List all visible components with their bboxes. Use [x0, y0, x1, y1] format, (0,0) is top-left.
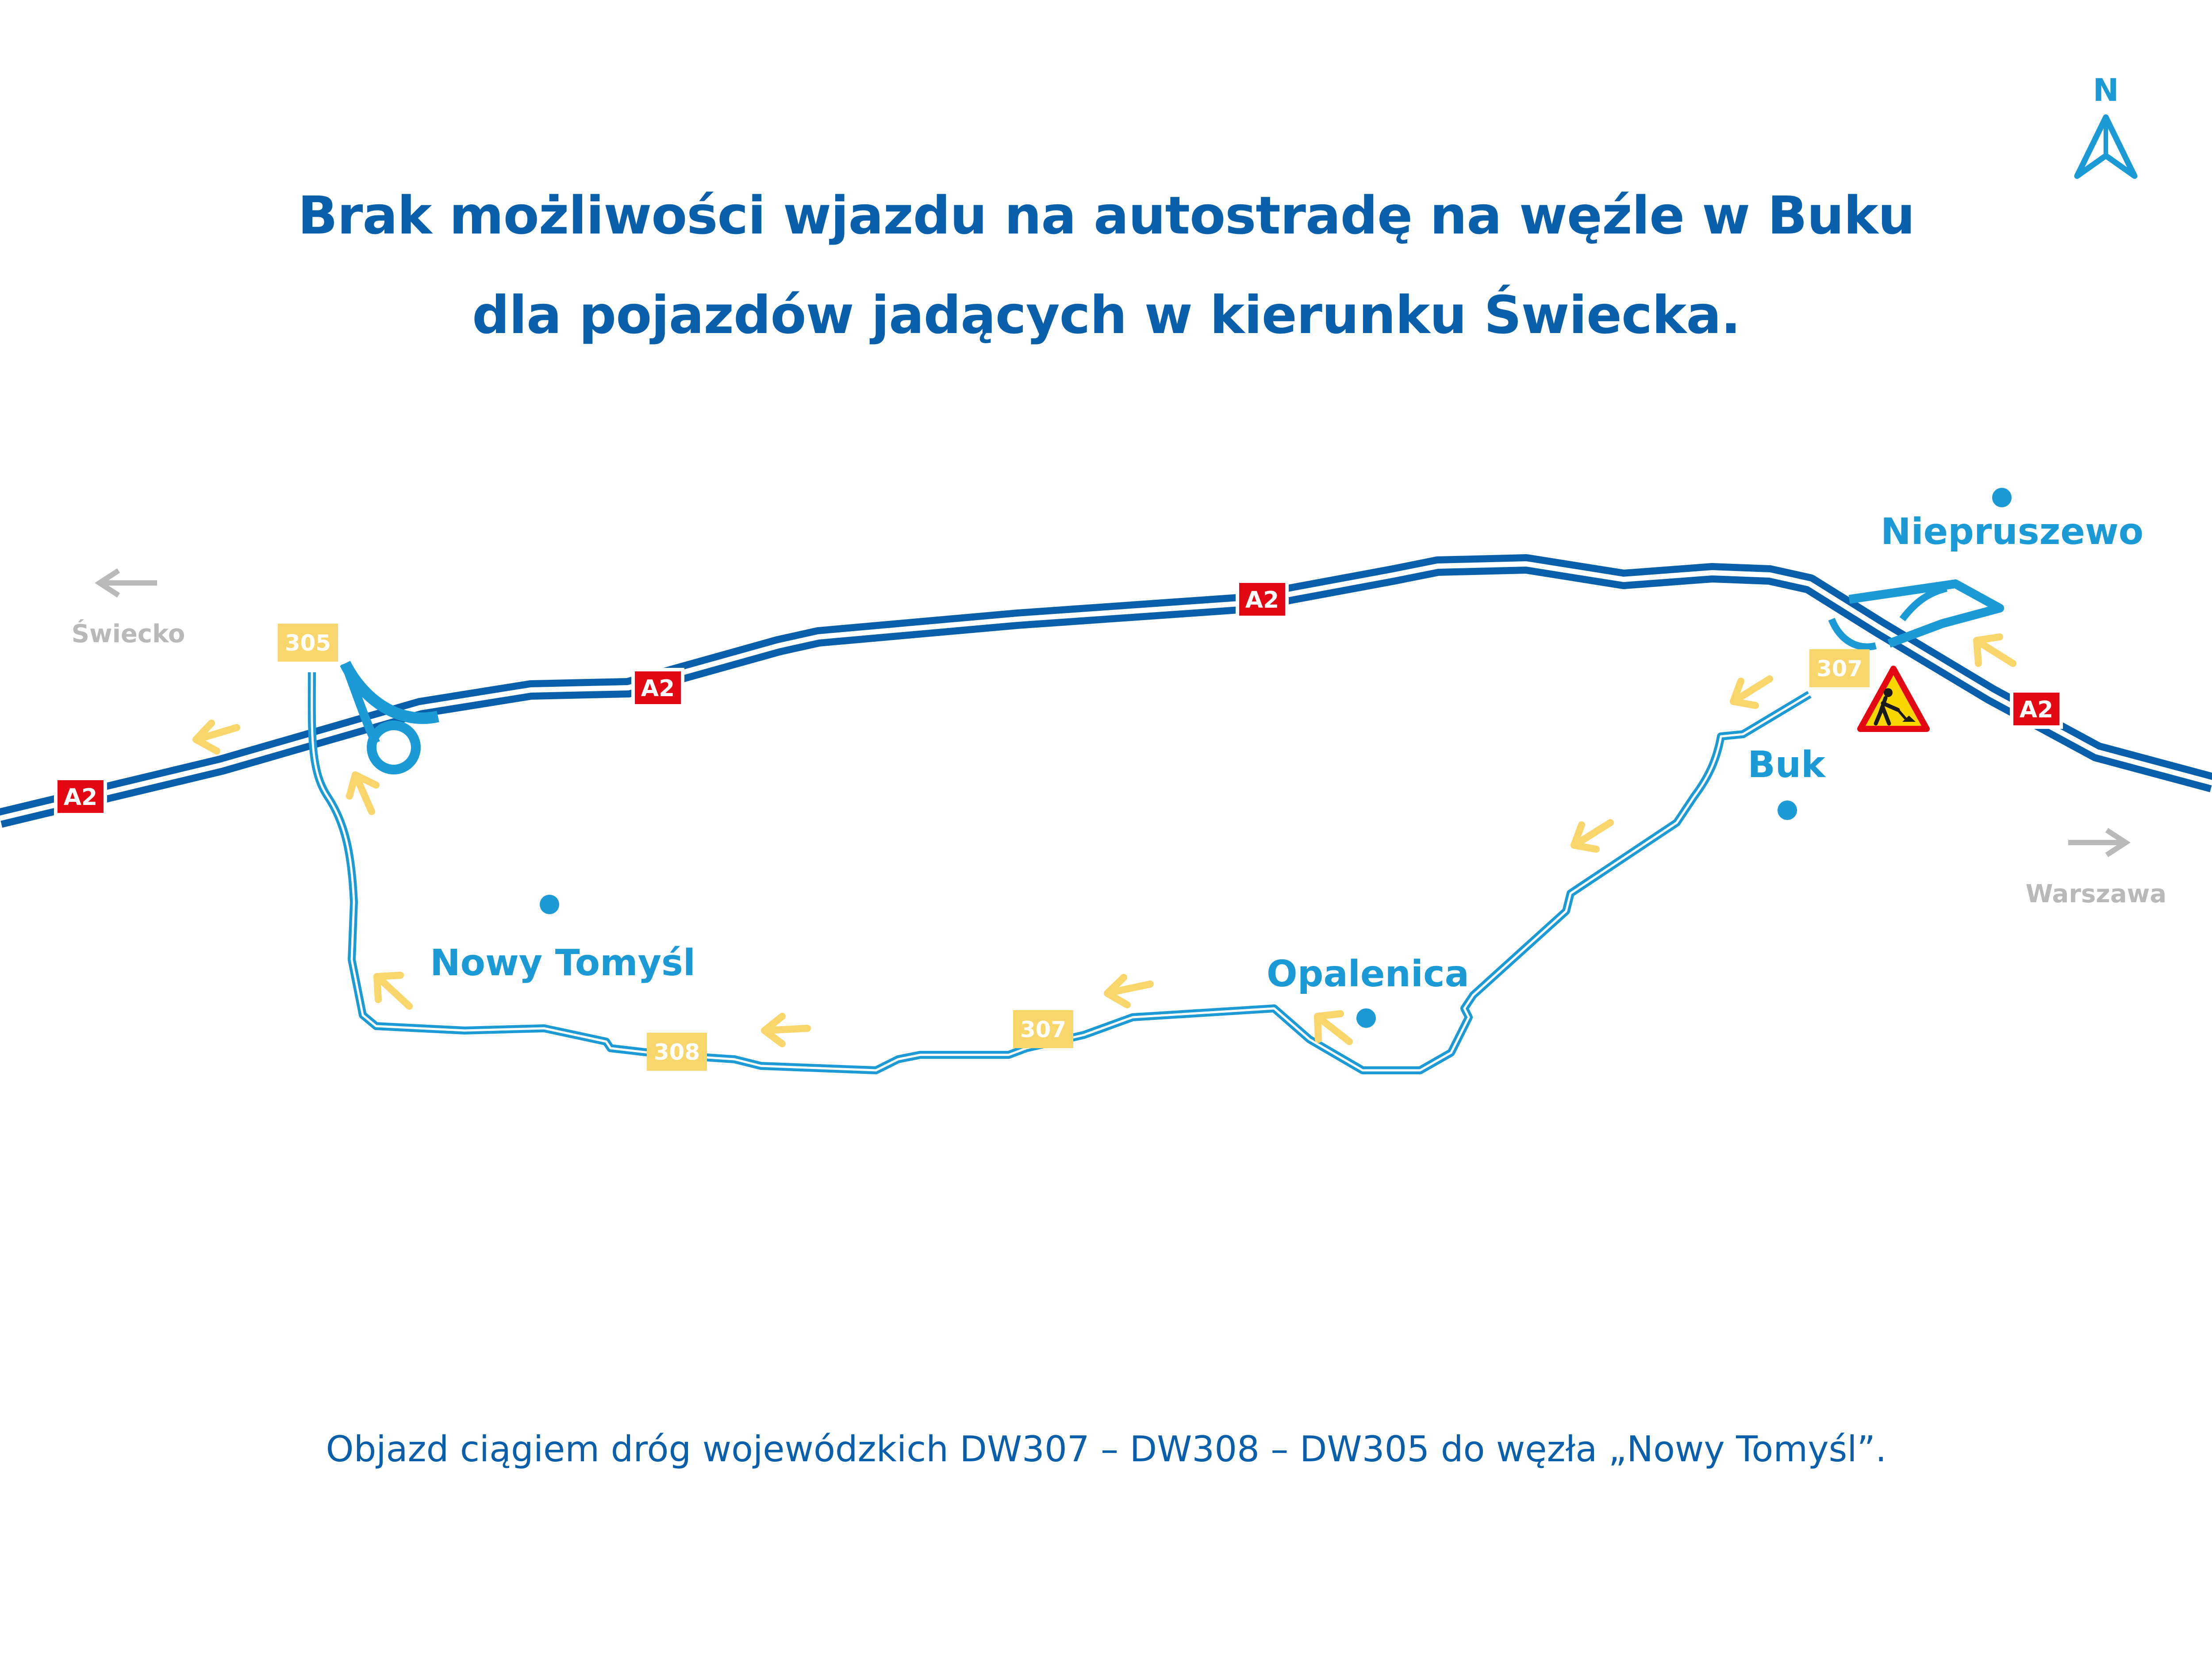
north-arrow-icon: N [2074, 72, 2138, 179]
a2-motorway [0, 554, 2212, 828]
dw307-badge: 307 [1809, 649, 1870, 687]
town-buk: Buk [1747, 744, 1826, 820]
title-line-1: Brak możliwości wjazdu na autostradę na … [298, 185, 1915, 246]
dw308-badge: 308 [647, 1033, 707, 1071]
title-line-2: dla pojazdów jadących w kierunku Świecka… [472, 284, 1741, 345]
dw305-badge: 305 [278, 624, 338, 662]
detour-route [307, 672, 1812, 1074]
detour-arrow [192, 720, 240, 755]
detour-arrow [1973, 633, 2016, 667]
detour-arrow [1730, 675, 1773, 709]
detour-arrow [1314, 1010, 1353, 1045]
dw307-badge-label: 307 [1020, 1017, 1066, 1042]
town-nowy-tomysl: Nowy Tomyśl [430, 895, 695, 984]
interchange-nowy-tomysl [340, 661, 439, 774]
detour-arrow [1104, 974, 1154, 1008]
town-label: Opalenica [1267, 953, 1469, 995]
town-label: Nowy Tomyśl [430, 942, 695, 984]
direction-west-label: Świecko [72, 620, 185, 648]
detour-arrows [192, 633, 2016, 1047]
detour-description: Objazd ciągiem dróg wojewódzkich DW307 –… [326, 1429, 1887, 1470]
a2-badge-label: A2 [641, 675, 675, 702]
town-opalenica: Opalenica [1267, 953, 1469, 1028]
town-label: Niepruszewo [1881, 511, 2143, 553]
a2-badge: A2 [631, 668, 684, 708]
detour-arrow [346, 771, 380, 815]
dw307-badge-label: 307 [1816, 656, 1863, 682]
a2-badge-label: A2 [1245, 587, 1279, 613]
detour-arrow [373, 972, 413, 1010]
town-label: Buk [1747, 744, 1826, 786]
dw307-badge: 307 [1013, 1010, 1073, 1048]
direction-west: Świecko [72, 568, 185, 648]
interchange-buk [1828, 579, 2004, 651]
a2-badge-label: A2 [64, 784, 97, 811]
direction-east-label: Warszawa [2026, 880, 2166, 908]
roadworks-warning-icon [1857, 666, 1930, 732]
north-label: N [2093, 72, 2119, 108]
a2-badge-label: A2 [2020, 697, 2053, 723]
dw305-badge-label: 305 [285, 630, 331, 656]
a2-badge: A2 [2010, 689, 2063, 729]
dw308-badge-label: 308 [654, 1039, 700, 1065]
a2-badge: A2 [1236, 579, 1289, 619]
map-title: Brak możliwości wjazdu na autostradę na … [0, 166, 2212, 365]
town-niepruszewo: Niepruszewo [1881, 488, 2143, 553]
detour-arrow [761, 1013, 811, 1047]
a2-badge: A2 [54, 777, 107, 816]
detour-arrow [1571, 819, 1614, 853]
direction-east: Warszawa [2026, 828, 2166, 908]
